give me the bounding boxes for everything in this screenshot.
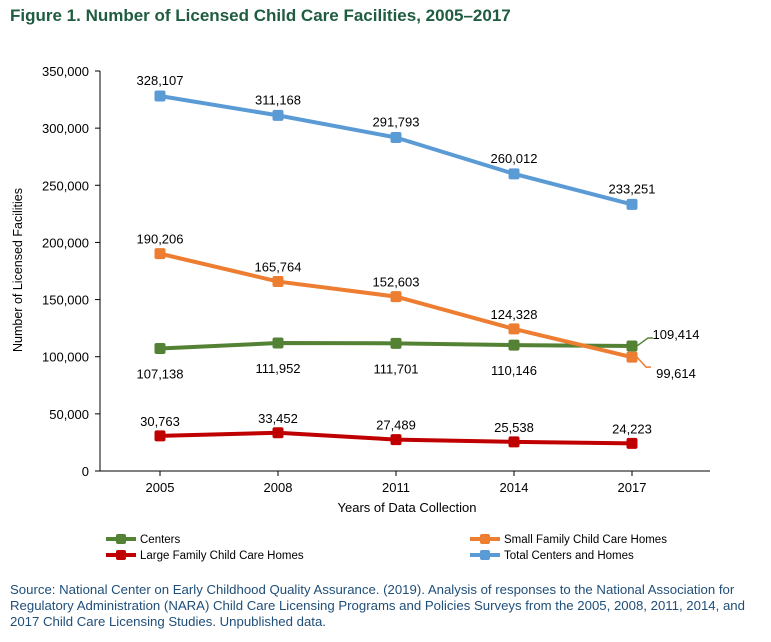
data-label-centers: 107,138 bbox=[137, 367, 184, 382]
y-axis-label: Number of Licensed Facilities bbox=[11, 188, 25, 352]
data-label-large: 30,763 bbox=[140, 414, 180, 429]
data-point-total bbox=[272, 109, 284, 121]
legend: Centers Small Family Child Care Homes Larg… bbox=[106, 534, 667, 562]
data-label-large: 27,489 bbox=[376, 418, 416, 433]
x-tick-label: 2008 bbox=[264, 480, 293, 495]
data-point-small bbox=[272, 276, 284, 288]
series-line-total bbox=[159, 94, 633, 207]
data-label-centers: 111,952 bbox=[255, 361, 300, 376]
data-label-small: 124,328 bbox=[491, 307, 538, 322]
x-axis: 2005 2008 2011 2014 2017 bbox=[100, 470, 710, 495]
legend-label: Small Family Child Care Homes bbox=[504, 534, 667, 546]
data-label-total: 291,793 bbox=[373, 115, 420, 130]
y-tick-label: 50,000 bbox=[49, 407, 89, 422]
x-tick-label: 2014 bbox=[500, 480, 529, 495]
y-tick-label: 150,000 bbox=[42, 293, 89, 308]
label-leader-small bbox=[636, 356, 651, 368]
legend-swatch-marker bbox=[480, 534, 490, 544]
x-tick-label: 2005 bbox=[146, 480, 175, 495]
data-point-small bbox=[508, 323, 520, 335]
y-tick-label: 250,000 bbox=[42, 178, 89, 193]
series-centers: 107,138 111,952 111,701 110,146 109,414 bbox=[137, 327, 700, 382]
legend-swatch-marker bbox=[116, 550, 126, 560]
legend-label: Centers bbox=[140, 534, 181, 546]
legend-swatch-marker bbox=[116, 534, 126, 544]
legend-label: Large Family Child Care Homes bbox=[140, 550, 304, 562]
data-point-total bbox=[626, 198, 638, 210]
data-label-centers: 109,414 bbox=[653, 327, 700, 342]
data-point-large bbox=[508, 436, 520, 448]
data-point-large bbox=[272, 427, 284, 439]
x-tick-label: 2011 bbox=[382, 480, 410, 495]
legend-label: Total Centers and Homes bbox=[504, 550, 634, 562]
data-point-large bbox=[390, 434, 402, 446]
data-label-small: 190,206 bbox=[137, 232, 184, 247]
data-label-large: 25,538 bbox=[494, 420, 534, 435]
legend-item-large: Large Family Child Care Homes bbox=[106, 550, 304, 562]
data-point-centers bbox=[626, 340, 638, 352]
data-point-total bbox=[154, 90, 166, 102]
data-point-large bbox=[154, 430, 166, 442]
legend-item-small: Small Family Child Care Homes bbox=[470, 534, 667, 546]
line-chart: 0 50,000 100,000 150,000 200,000 250,000 300,0… bbox=[11, 64, 710, 562]
data-point-small bbox=[154, 248, 166, 260]
data-point-total bbox=[390, 132, 402, 144]
legend-item-centers: Centers bbox=[106, 534, 181, 546]
data-label-large: 33,452 bbox=[258, 411, 298, 426]
series-layer: 107,138 111,952 111,701 110,146 109,414 30,76… bbox=[137, 73, 700, 449]
data-label-total: 311,168 bbox=[255, 92, 301, 107]
data-label-total: 328,107 bbox=[137, 73, 184, 88]
data-point-centers bbox=[272, 337, 284, 349]
data-label-centers: 110,146 bbox=[491, 363, 537, 378]
data-point-centers bbox=[154, 343, 166, 355]
x-tick-label: 2017 bbox=[618, 480, 647, 495]
data-point-large bbox=[626, 437, 638, 449]
series-large: 30,763 33,452 27,489 25,538 24,223 bbox=[140, 411, 652, 449]
data-label-centers: 111,701 bbox=[373, 361, 418, 376]
data-label-total: 233,251 bbox=[609, 181, 656, 196]
data-point-small bbox=[626, 351, 638, 363]
legend-item-total: Total Centers and Homes bbox=[470, 550, 634, 562]
data-point-centers bbox=[508, 339, 520, 351]
label-leader-centers bbox=[636, 337, 653, 347]
y-tick-label: 0 bbox=[82, 464, 89, 479]
data-label-total: 260,012 bbox=[491, 151, 538, 166]
data-label-small: 165,764 bbox=[255, 260, 302, 275]
y-tick-label: 350,000 bbox=[42, 64, 89, 79]
data-label-small: 152,603 bbox=[373, 275, 420, 290]
x-axis-label: Years of Data Collection bbox=[338, 500, 477, 515]
y-tick-label: 100,000 bbox=[42, 350, 89, 365]
y-axis: 0 50,000 100,000 150,000 200,000 250,000 300,0… bbox=[42, 64, 101, 479]
source-note: Source: National Center on Early Childho… bbox=[10, 582, 745, 629]
figure-title: Figure 1. Number of Licensed Child Care … bbox=[10, 6, 511, 25]
data-point-small bbox=[390, 291, 402, 303]
data-label-large: 24,223 bbox=[612, 421, 652, 436]
data-label-small: 99,614 bbox=[656, 366, 696, 381]
legend-swatch-marker bbox=[480, 550, 490, 560]
data-point-total bbox=[508, 168, 520, 180]
y-tick-label: 200,000 bbox=[42, 235, 89, 250]
y-tick-label: 300,000 bbox=[42, 121, 89, 136]
series-small: 190,206 165,764 152,603 124,328 99,614 bbox=[137, 232, 696, 382]
data-point-centers bbox=[390, 337, 402, 349]
series-total: 328,107 311,168 291,793 260,012 233,251 bbox=[137, 73, 656, 210]
